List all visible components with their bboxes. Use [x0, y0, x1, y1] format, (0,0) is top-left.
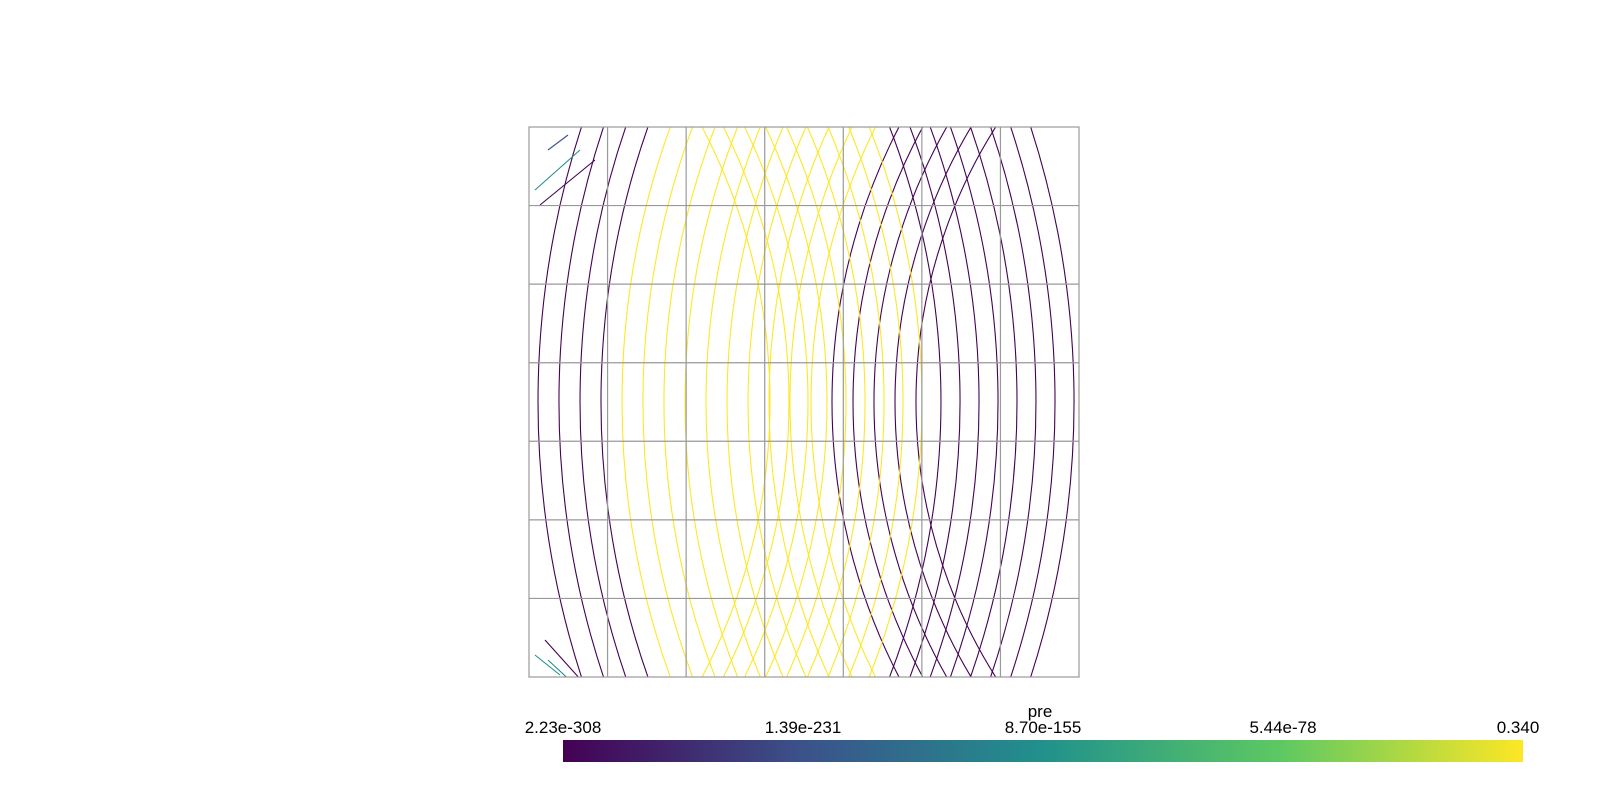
- contour-fragment: [534, 654, 561, 676]
- contour-line: [852, 127, 924, 677]
- contour-line: [810, 127, 877, 677]
- mesh-grid: [528, 126, 1080, 678]
- contour-line: [537, 127, 583, 677]
- contour-line: [847, 127, 904, 677]
- contour-line: [888, 127, 942, 677]
- contour-line: [722, 127, 790, 677]
- contour-line: [789, 127, 853, 677]
- contour-line: [684, 127, 739, 677]
- colorbar-tick-label: 0.340: [1496, 718, 1540, 737]
- contour-line: [600, 127, 649, 677]
- colorbar: [563, 740, 1523, 762]
- contour-line: [765, 127, 828, 677]
- contour-line: [1010, 127, 1056, 677]
- contour-fragment: [547, 659, 568, 677]
- contour-fragment: [534, 149, 581, 191]
- contour-line: [1030, 127, 1075, 677]
- contour-line: [949, 127, 999, 677]
- contour-line: [705, 127, 761, 677]
- contour-line: [894, 127, 972, 677]
- contour-line: [726, 127, 784, 677]
- contour-line: [579, 127, 627, 677]
- contour-line: [969, 127, 1018, 677]
- contour-line: [873, 127, 948, 677]
- contour-line: [642, 127, 694, 677]
- contour-line: [558, 127, 605, 677]
- contour-fragment: [547, 134, 569, 151]
- contour-line: [785, 127, 847, 677]
- contour-line: [806, 127, 866, 677]
- contour-line: [929, 127, 980, 677]
- contour-line: [743, 127, 809, 677]
- contour-line: [989, 127, 1037, 677]
- contour-line: [915, 127, 997, 677]
- contour-fragment: [544, 639, 580, 677]
- mesh-border: [528, 126, 1080, 678]
- contour-line: [663, 127, 716, 677]
- colorbar-tick-label: 5.44e-78: [1249, 718, 1317, 737]
- contour-line: [909, 127, 961, 677]
- colorbar-tick-label: 8.70e-155: [1004, 718, 1082, 737]
- contour-fragment: [539, 159, 596, 206]
- contour-line: [701, 127, 771, 677]
- contour-line: [621, 127, 671, 677]
- colorbar-tick-label: 2.23e-308: [524, 718, 602, 737]
- contour-line: [768, 127, 830, 677]
- contour-lines: [534, 127, 1075, 677]
- contour-line: [747, 127, 807, 677]
- colorbar-tick-label: 1.39e-231: [764, 718, 842, 737]
- contour-line: [827, 127, 885, 677]
- colorbar-title: pre: [1027, 702, 1053, 721]
